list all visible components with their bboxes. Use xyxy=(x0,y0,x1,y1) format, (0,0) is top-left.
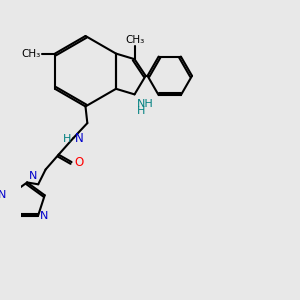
Text: CH₃: CH₃ xyxy=(125,35,144,45)
Text: N: N xyxy=(0,190,7,200)
Text: H: H xyxy=(137,106,146,116)
Text: N: N xyxy=(75,132,84,146)
Text: NH: NH xyxy=(137,99,154,109)
Text: H: H xyxy=(63,134,72,144)
Text: CH₃: CH₃ xyxy=(21,49,40,58)
Text: N: N xyxy=(29,171,37,181)
Text: O: O xyxy=(74,156,84,169)
Text: N: N xyxy=(40,211,48,221)
